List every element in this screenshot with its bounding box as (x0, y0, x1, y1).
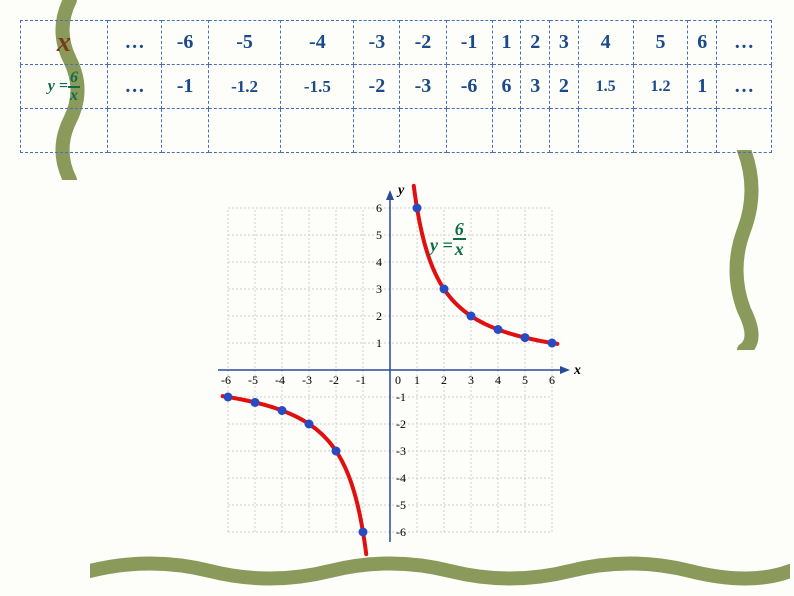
x-header: x (21, 21, 108, 65)
svg-text:6: 6 (549, 373, 555, 387)
y-eq-num: 6 (68, 70, 80, 88)
y-cell: -6 (446, 65, 492, 109)
table-row-x: x … -6 -5 -4 -3 -2 -1 1 2 3 4 5 6 … (21, 21, 772, 65)
y-cell: -3 (400, 65, 446, 109)
svg-text:-2: -2 (396, 417, 406, 431)
svg-text:x: x (573, 363, 581, 378)
svg-text:-5: -5 (248, 373, 258, 387)
svg-text:4: 4 (495, 373, 501, 387)
x-cell: -4 (281, 21, 354, 65)
x-cell: 5 (633, 21, 688, 65)
svg-text:-1: -1 (396, 390, 406, 404)
ellipsis-cell: … (717, 21, 772, 65)
y-cell: 3 (521, 65, 550, 109)
eq-den: x (453, 240, 466, 258)
svg-text:-4: -4 (275, 373, 285, 387)
svg-text:3: 3 (468, 373, 474, 387)
hyperbola-chart: xy-6-5-4-3-2-10123456123456-1-2-3-4-5-6 … (190, 180, 610, 560)
svg-text:-4: -4 (396, 471, 406, 485)
svg-text:-6: -6 (396, 525, 406, 539)
y-cell: 2 (550, 65, 579, 109)
y-cell: 1.5 (578, 65, 633, 109)
svg-text:y: y (396, 183, 405, 198)
y-cell: 1 (688, 65, 717, 109)
svg-text:-6: -6 (221, 373, 231, 387)
table-row-y: y =6x … -1 -1.2 -1.5 -2 -3 -6 6 3 2 1.5 … (21, 65, 772, 109)
svg-text:-2: -2 (329, 373, 339, 387)
decorative-curl-right (724, 150, 764, 350)
svg-text:-3: -3 (302, 373, 312, 387)
eq-num: 6 (453, 220, 466, 240)
x-cell: 3 (550, 21, 579, 65)
x-cell: -3 (354, 21, 400, 65)
eq-prefix: y = (430, 235, 453, 255)
x-cell: -6 (162, 21, 208, 65)
svg-text:6: 6 (376, 201, 382, 215)
svg-text:1: 1 (376, 336, 382, 350)
x-cell: 1 (492, 21, 521, 65)
y-eq-den: x (68, 88, 80, 104)
svg-text:-1: -1 (356, 373, 366, 387)
ellipsis-cell: … (107, 21, 162, 65)
svg-text:5: 5 (376, 228, 382, 242)
equation-label: y =6x (430, 220, 466, 258)
svg-text:2: 2 (441, 373, 447, 387)
svg-text:1: 1 (414, 373, 420, 387)
svg-text:2: 2 (376, 309, 382, 323)
y-header: y =6x (21, 65, 108, 109)
y-cell: 6 (492, 65, 521, 109)
y-cell: -1.2 (208, 65, 281, 109)
xy-table: x … -6 -5 -4 -3 -2 -1 1 2 3 4 5 6 … y =6… (20, 20, 772, 153)
svg-text:-3: -3 (396, 444, 406, 458)
svg-text:3: 3 (376, 282, 382, 296)
x-cell: 6 (688, 21, 717, 65)
x-cell: -5 (208, 21, 281, 65)
table-row-empty (21, 109, 772, 153)
ellipsis-cell: … (717, 65, 772, 109)
y-cell: -1 (162, 65, 208, 109)
svg-text:0: 0 (395, 373, 401, 387)
svg-text:5: 5 (522, 373, 528, 387)
y-cell: 1.2 (633, 65, 688, 109)
y-cell: -1.5 (281, 65, 354, 109)
x-cell: 2 (521, 21, 550, 65)
x-cell: -2 (400, 21, 446, 65)
x-cell: 4 (578, 21, 633, 65)
value-table: x … -6 -5 -4 -3 -2 -1 1 2 3 4 5 6 … y =6… (20, 20, 772, 153)
y-eq-prefix: y = (48, 77, 68, 94)
y-cell: -2 (354, 65, 400, 109)
svg-text:-5: -5 (396, 498, 406, 512)
chart-svg: xy-6-5-4-3-2-10123456123456-1-2-3-4-5-6 (190, 180, 610, 560)
ellipsis-cell: … (107, 65, 162, 109)
svg-text:4: 4 (376, 255, 382, 269)
x-cell: -1 (446, 21, 492, 65)
